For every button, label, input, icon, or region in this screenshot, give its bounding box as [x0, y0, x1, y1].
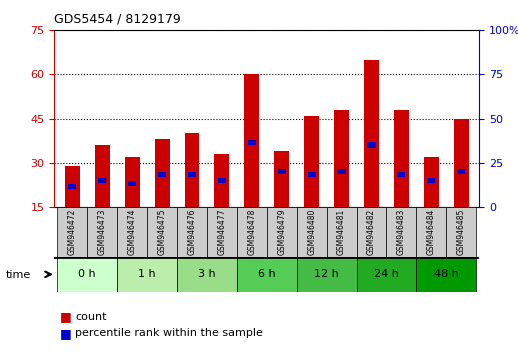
- Text: GSM946484: GSM946484: [427, 209, 436, 255]
- Bar: [207, 207, 237, 257]
- Bar: [416, 207, 446, 257]
- Bar: [427, 178, 436, 183]
- Text: GSM946477: GSM946477: [218, 209, 226, 255]
- Text: 6 h: 6 h: [258, 269, 276, 279]
- Bar: [214, 154, 229, 207]
- Bar: [57, 257, 117, 292]
- Text: ■: ■: [60, 327, 71, 340]
- Bar: [356, 257, 416, 292]
- Bar: [65, 166, 80, 207]
- Bar: [117, 257, 177, 292]
- Text: GSM946474: GSM946474: [127, 209, 137, 255]
- Bar: [218, 178, 226, 183]
- Bar: [356, 207, 386, 257]
- Text: 12 h: 12 h: [314, 269, 339, 279]
- Text: GSM946479: GSM946479: [277, 209, 286, 255]
- Bar: [117, 207, 147, 257]
- Bar: [304, 116, 319, 207]
- Text: GSM946476: GSM946476: [188, 209, 196, 255]
- Bar: [128, 181, 136, 186]
- Text: ■: ■: [60, 310, 71, 323]
- Text: GSM946482: GSM946482: [367, 209, 376, 255]
- Bar: [424, 157, 439, 207]
- Text: GSM946478: GSM946478: [247, 209, 256, 255]
- Bar: [98, 178, 106, 183]
- Bar: [416, 257, 476, 292]
- Bar: [297, 257, 356, 292]
- Bar: [57, 207, 88, 257]
- Bar: [125, 157, 140, 207]
- Text: GSM946483: GSM946483: [397, 209, 406, 255]
- Bar: [237, 257, 297, 292]
- Bar: [244, 74, 260, 207]
- Bar: [237, 207, 267, 257]
- Text: GSM946480: GSM946480: [307, 209, 316, 255]
- Bar: [337, 169, 346, 174]
- Bar: [177, 257, 237, 292]
- Bar: [68, 184, 77, 189]
- Text: 48 h: 48 h: [434, 269, 458, 279]
- Text: GSM946481: GSM946481: [337, 209, 346, 255]
- Bar: [334, 110, 349, 207]
- Bar: [177, 207, 207, 257]
- Bar: [88, 207, 117, 257]
- Bar: [446, 207, 476, 257]
- Bar: [158, 172, 166, 177]
- Bar: [248, 139, 256, 145]
- Bar: [457, 169, 465, 174]
- Text: 0 h: 0 h: [79, 269, 96, 279]
- Text: GSM946473: GSM946473: [98, 209, 107, 255]
- Bar: [278, 169, 286, 174]
- Bar: [95, 145, 110, 207]
- Bar: [274, 151, 289, 207]
- Bar: [397, 172, 406, 177]
- Text: GDS5454 / 8129179: GDS5454 / 8129179: [54, 12, 181, 25]
- Text: GSM946475: GSM946475: [157, 209, 167, 255]
- Text: 24 h: 24 h: [374, 269, 399, 279]
- Text: 3 h: 3 h: [198, 269, 216, 279]
- Text: GSM946485: GSM946485: [457, 209, 466, 255]
- Bar: [386, 207, 416, 257]
- Text: count: count: [75, 312, 107, 322]
- Bar: [297, 207, 326, 257]
- Bar: [147, 207, 177, 257]
- Bar: [454, 119, 469, 207]
- Bar: [364, 59, 379, 207]
- Bar: [267, 207, 297, 257]
- Bar: [367, 142, 376, 148]
- Bar: [308, 172, 316, 177]
- Text: 1 h: 1 h: [138, 269, 156, 279]
- Bar: [184, 133, 199, 207]
- Text: percentile rank within the sample: percentile rank within the sample: [75, 329, 263, 338]
- Text: GSM946472: GSM946472: [68, 209, 77, 255]
- Text: time: time: [6, 270, 32, 280]
- Bar: [154, 139, 169, 207]
- Bar: [326, 207, 356, 257]
- Bar: [394, 110, 409, 207]
- Bar: [188, 172, 196, 177]
